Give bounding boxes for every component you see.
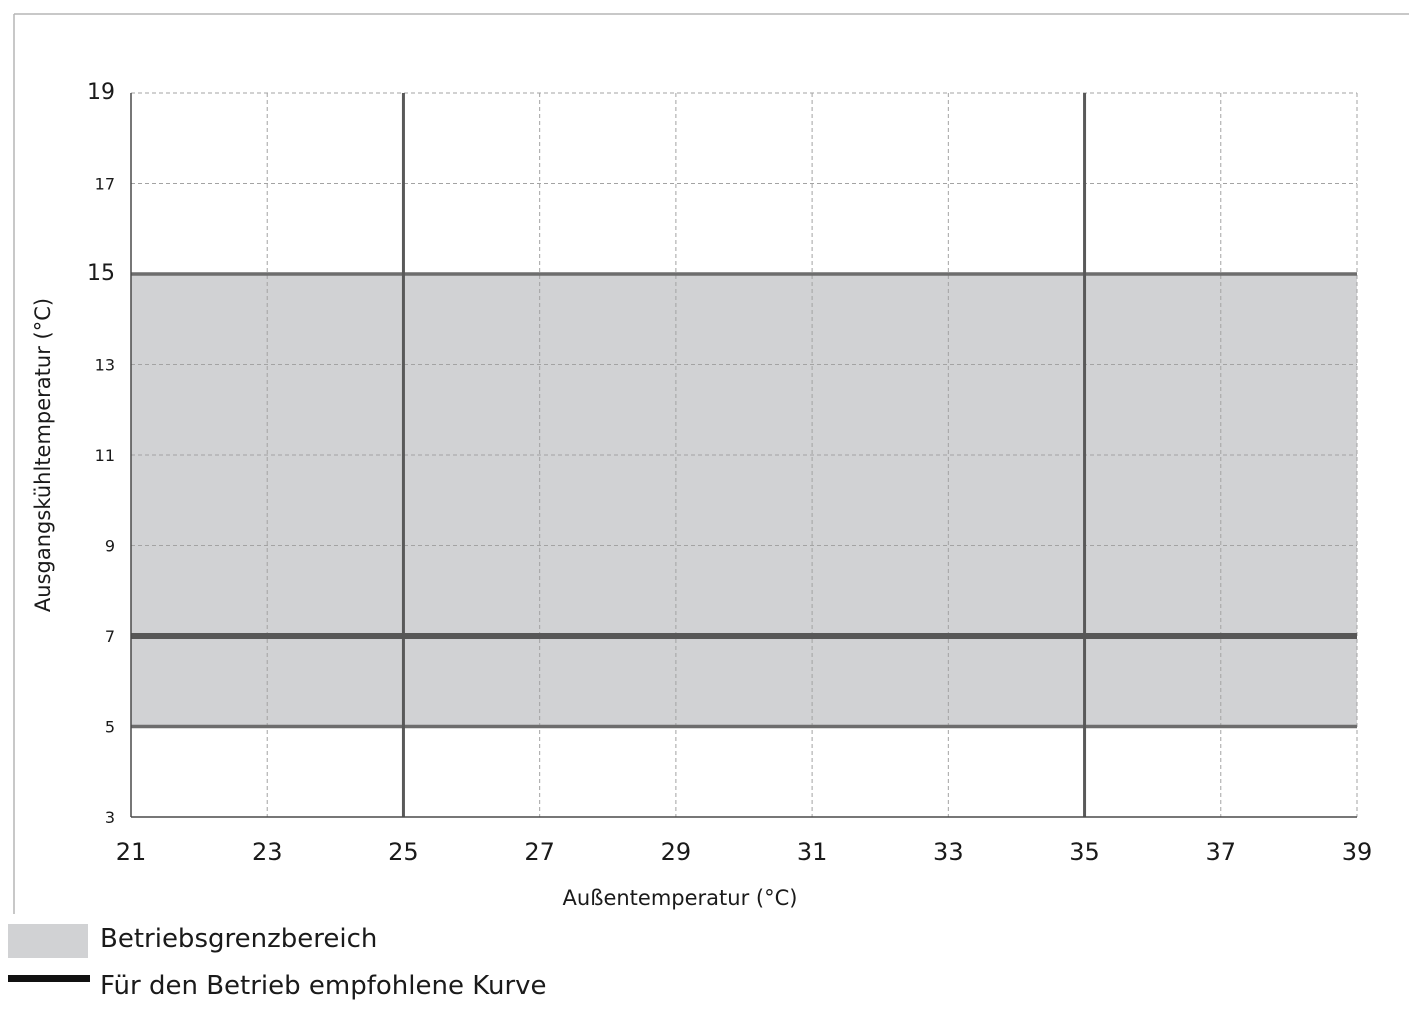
x-tick-label: 35 — [1069, 838, 1100, 866]
legend-swatch-line — [8, 975, 90, 982]
y-tick-label: 17 — [95, 175, 115, 194]
y-tick-label: 9 — [105, 537, 115, 556]
y-tick-label: 19 — [87, 80, 115, 105]
x-tick-label: 21 — [116, 838, 147, 866]
x-tick-label: 39 — [1342, 838, 1373, 866]
boundary-lines — [131, 93, 1357, 817]
x-axis-label: Außentemperatur (°C) — [563, 886, 798, 910]
legend-label-recommended-curve: Für den Betrieb empfohlene Kurve — [100, 971, 547, 1001]
x-tick-label: 25 — [388, 838, 419, 866]
x-tick-label: 27 — [524, 838, 555, 866]
legend-item-recommended-curve: Für den Betrieb empfohlene Kurve — [0, 965, 1409, 1013]
legend-swatch-area — [8, 924, 88, 958]
y-axis-label: Ausgangskühltemperatur (°C) — [31, 298, 55, 612]
x-tick-label: 33 — [933, 838, 964, 866]
legend-item-operating-range: Betriebsgrenzbereich — [0, 918, 1409, 966]
y-tick-label: 15 — [87, 261, 115, 286]
y-tick-label: 11 — [95, 446, 115, 465]
legend-label-operating-range: Betriebsgrenzbereich — [100, 924, 378, 954]
operating-range-area — [131, 274, 1357, 727]
y-tick-label: 5 — [105, 718, 115, 737]
x-tick-label: 29 — [661, 838, 692, 866]
y-tick-label: 13 — [95, 356, 115, 375]
x-tick-label: 37 — [1206, 838, 1237, 866]
y-tick-label: 3 — [105, 808, 115, 827]
y-tick-label: 7 — [105, 627, 115, 646]
gridlines — [131, 92, 1358, 817]
x-tick-label: 31 — [797, 838, 828, 866]
axes — [130, 93, 1357, 818]
x-tick-label: 23 — [252, 838, 283, 866]
operating-range-area-layer — [131, 274, 1357, 727]
